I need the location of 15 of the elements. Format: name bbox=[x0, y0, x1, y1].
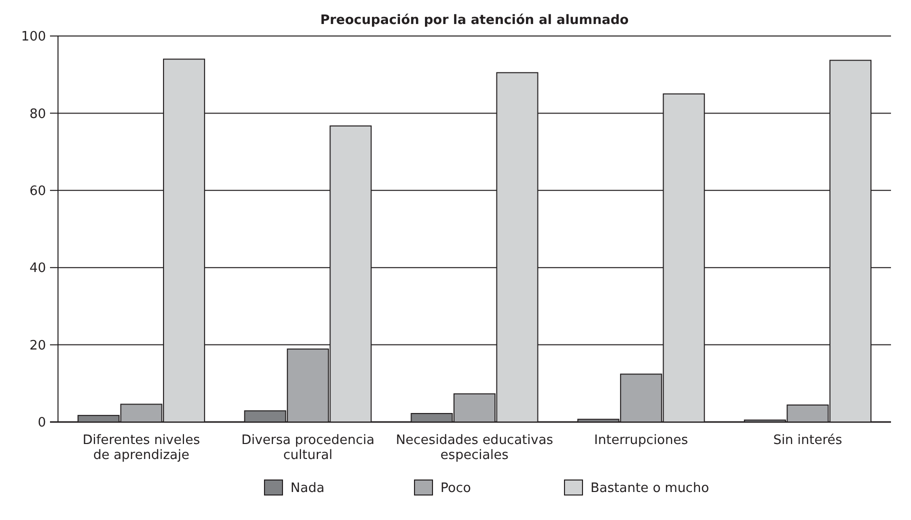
y-tick-label: 60 bbox=[29, 184, 46, 199]
y-tick-label: 0 bbox=[38, 416, 46, 431]
y-tick-label: 40 bbox=[29, 261, 46, 276]
y-tick-label: 80 bbox=[29, 106, 46, 122]
x-tick-label: Diversa procedencia cultural bbox=[241, 433, 374, 463]
legend-label: Nada bbox=[290, 481, 324, 496]
chart-title: Preocupación por la atención al alumnado bbox=[320, 13, 629, 28]
x-tick-label: Necesidades educativas especiales bbox=[396, 433, 554, 463]
x-tick-label: Interrupciones bbox=[594, 433, 688, 448]
x-tick-label: Sin interés bbox=[773, 433, 842, 448]
x-tick-label: Diferentes niveles de aprendizaje bbox=[82, 433, 200, 463]
legend-label: Bastante o mucho bbox=[590, 481, 710, 496]
y-tick-label: 20 bbox=[29, 338, 46, 354]
y-tick-label: 100 bbox=[21, 30, 46, 45]
legend-label: Poco bbox=[440, 481, 471, 496]
